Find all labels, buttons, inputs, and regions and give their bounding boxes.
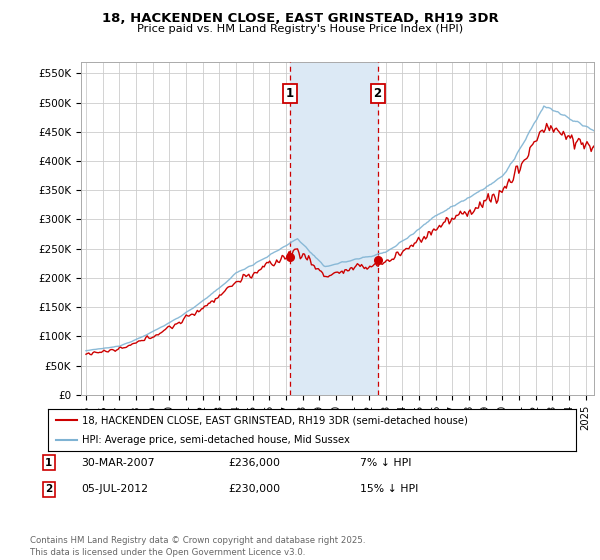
Text: 1: 1	[45, 458, 52, 468]
Text: 1: 1	[286, 87, 294, 100]
Text: 18, HACKENDEN CLOSE, EAST GRINSTEAD, RH19 3DR: 18, HACKENDEN CLOSE, EAST GRINSTEAD, RH1…	[101, 12, 499, 25]
Text: 30-MAR-2007: 30-MAR-2007	[81, 458, 155, 468]
Text: 18, HACKENDEN CLOSE, EAST GRINSTEAD, RH19 3DR (semi-detached house): 18, HACKENDEN CLOSE, EAST GRINSTEAD, RH1…	[82, 415, 468, 425]
Text: 2: 2	[374, 87, 382, 100]
Text: 05-JUL-2012: 05-JUL-2012	[81, 484, 148, 494]
Text: 2: 2	[45, 484, 52, 494]
Text: £230,000: £230,000	[228, 484, 280, 494]
Text: HPI: Average price, semi-detached house, Mid Sussex: HPI: Average price, semi-detached house,…	[82, 435, 350, 445]
Text: Price paid vs. HM Land Registry's House Price Index (HPI): Price paid vs. HM Land Registry's House …	[137, 24, 463, 34]
Text: 7% ↓ HPI: 7% ↓ HPI	[360, 458, 412, 468]
Text: £236,000: £236,000	[228, 458, 280, 468]
Text: 15% ↓ HPI: 15% ↓ HPI	[360, 484, 418, 494]
Bar	[290, 62, 377, 395]
Text: Contains HM Land Registry data © Crown copyright and database right 2025.
This d: Contains HM Land Registry data © Crown c…	[30, 536, 365, 557]
